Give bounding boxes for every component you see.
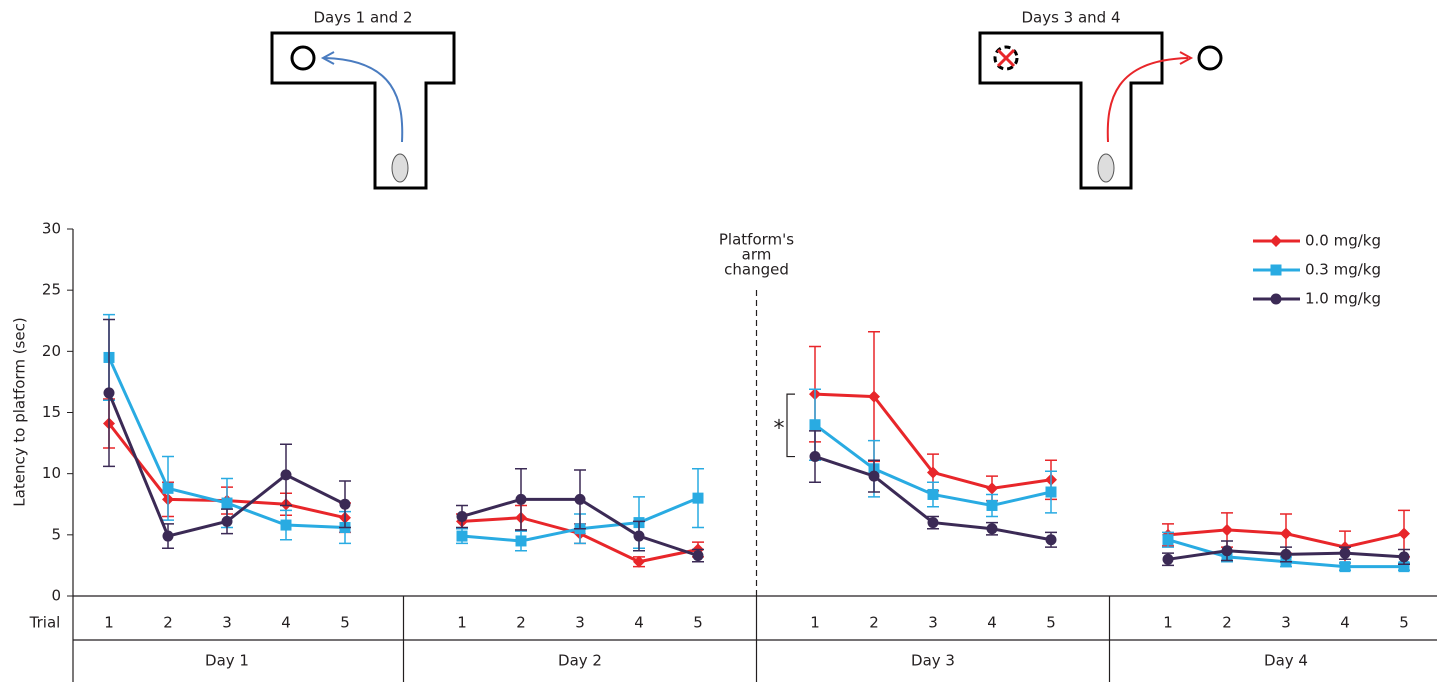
point	[457, 511, 468, 522]
x-tick-label: 3	[222, 614, 232, 632]
y-tick-label: 30	[42, 220, 61, 238]
point	[516, 535, 527, 546]
x-tick-label: 5	[693, 614, 703, 632]
x-tick-label: 5	[1399, 614, 1409, 632]
point	[516, 494, 527, 505]
group-label: Day 1	[205, 652, 249, 670]
y-tick-label: 15	[42, 403, 61, 421]
x-tick-label: 4	[634, 614, 644, 632]
point	[1399, 551, 1410, 562]
sig-star: *	[774, 416, 785, 441]
point	[1163, 554, 1174, 565]
cross	[998, 50, 1014, 66]
legend-label: 1.0 mg/kg	[1305, 290, 1381, 308]
maze-outline	[272, 33, 454, 188]
x-tick-label: 4	[281, 614, 291, 632]
panel-title: Days 3 and 4	[1021, 9, 1120, 27]
point	[1163, 534, 1174, 545]
point	[575, 494, 586, 505]
x-tick-label: 1	[1163, 614, 1173, 632]
y-tick-label: 20	[42, 342, 61, 360]
point	[987, 523, 998, 534]
point	[281, 469, 292, 480]
point	[1046, 487, 1057, 498]
mouse	[1098, 154, 1114, 182]
legend-label: 0.3 mg/kg	[1305, 261, 1381, 279]
x-tick-label: 1	[457, 614, 467, 632]
x-tick-label: 2	[163, 614, 173, 632]
group-label: Day 2	[558, 652, 602, 670]
point	[163, 531, 174, 542]
point	[1281, 549, 1292, 560]
maze-right	[980, 33, 1221, 188]
panel-title: Days 1 and 2	[313, 9, 412, 27]
x-tick-label: 2	[869, 614, 879, 632]
point	[222, 516, 233, 527]
point	[1280, 528, 1292, 540]
x-tick-label: 2	[1222, 614, 1232, 632]
group-label: Day 4	[1264, 652, 1308, 670]
point	[1270, 235, 1282, 247]
point	[986, 482, 998, 494]
point	[163, 483, 174, 494]
point	[693, 550, 704, 561]
y-axis-label: Latency to platform (sec)	[11, 317, 29, 506]
route-arrow	[325, 58, 402, 142]
x-tick-label: 5	[1046, 614, 1056, 632]
legend-label: 0.0 mg/kg	[1305, 232, 1381, 250]
point	[928, 489, 939, 500]
y-tick-label: 25	[42, 281, 61, 299]
point	[1221, 524, 1233, 536]
x-tick-label: 5	[340, 614, 350, 632]
mouse	[392, 154, 408, 182]
annotation: changed	[724, 261, 789, 279]
chart: Days 1 and 2 Days 3 and 4 Latency to pla…	[0, 0, 1443, 682]
point	[457, 531, 468, 542]
point	[1398, 528, 1410, 540]
x-tick-label: 1	[810, 614, 820, 632]
y-tick-label: 5	[51, 525, 61, 543]
point	[1340, 548, 1351, 559]
point	[810, 451, 821, 462]
x-tick-label: 4	[1340, 614, 1350, 632]
route-arrow	[1108, 58, 1188, 142]
maze-left	[272, 33, 454, 188]
point	[1271, 294, 1282, 305]
x-tick-label: 3	[575, 614, 585, 632]
point	[1046, 534, 1057, 545]
x-tick-label: 4	[987, 614, 997, 632]
point	[1222, 545, 1233, 556]
point	[869, 471, 880, 482]
x-axis-label: Trial	[29, 614, 61, 632]
x-tick-label: 2	[516, 614, 526, 632]
point	[340, 499, 351, 510]
x-tick-label: 3	[1281, 614, 1291, 632]
point	[222, 498, 233, 509]
point	[1340, 561, 1351, 572]
point	[810, 419, 821, 430]
group-label: Day 3	[911, 652, 955, 670]
point	[693, 493, 704, 504]
platform	[292, 47, 314, 69]
point	[1271, 265, 1282, 276]
sig-bracket	[787, 394, 795, 456]
y-tick-label: 10	[42, 464, 61, 482]
point	[987, 500, 998, 511]
x-tick-label: 1	[104, 614, 114, 632]
point	[634, 531, 645, 542]
x-tick-label: 3	[928, 614, 938, 632]
point	[104, 387, 115, 398]
point	[281, 520, 292, 531]
y-tick-label: 0	[51, 587, 61, 605]
point	[928, 517, 939, 528]
platform	[1199, 47, 1221, 69]
